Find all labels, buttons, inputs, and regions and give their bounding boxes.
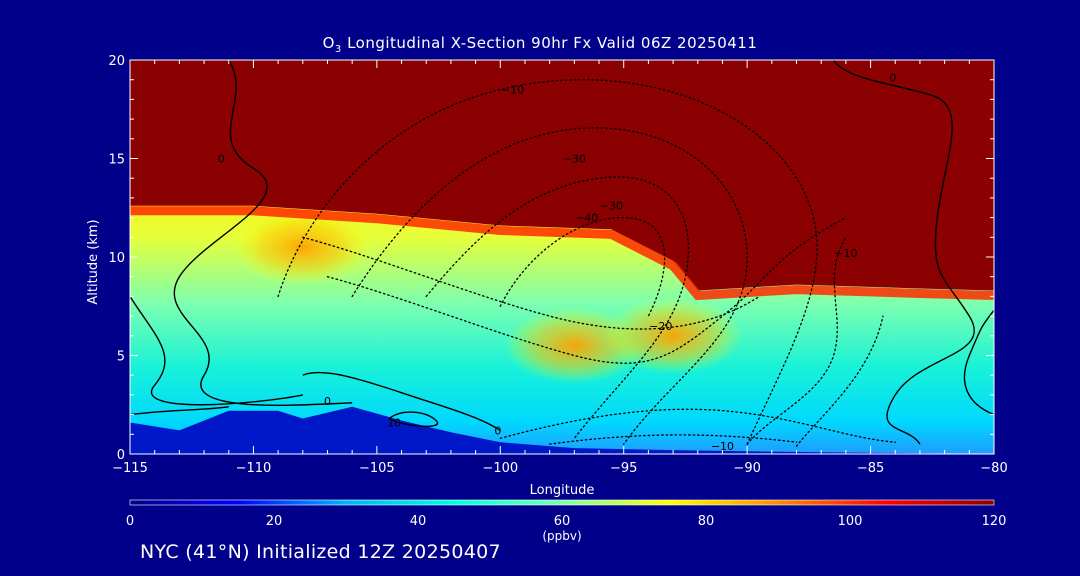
chart-title: O3 Longitudinal X-Section 90hr Fx Valid … xyxy=(0,34,1080,55)
contour-label: 0 xyxy=(324,395,331,408)
init-info: NYC (41°N) Initialized 12Z 20250407 xyxy=(140,541,501,563)
contour-line xyxy=(388,411,439,428)
contour-line xyxy=(549,434,798,445)
contour-label: −10 xyxy=(501,83,524,96)
title-subscript: 3 xyxy=(334,44,342,55)
contour-line xyxy=(746,236,847,445)
contour-line xyxy=(130,296,303,406)
terrain-mask xyxy=(130,406,994,454)
colorbar-tick-label: 40 xyxy=(410,514,427,529)
colorbar-unit: (ppbv) xyxy=(542,529,581,543)
x-tick-label: −100 xyxy=(482,461,518,476)
x-tick-label: −105 xyxy=(359,461,395,476)
contour-line xyxy=(963,309,994,416)
contour-label: 10 xyxy=(387,416,401,429)
contour-label: −10 xyxy=(711,440,734,453)
contour-line xyxy=(499,408,896,443)
title-rest: Longitudinal X-Section 90hr Fx Valid 06Z… xyxy=(341,34,758,52)
contour-line xyxy=(302,236,761,330)
colorbar: 0 20 40 60 80 100 120 (ppbv) xyxy=(126,499,1007,543)
contour-line xyxy=(499,216,666,317)
colorbar-tick-label: 100 xyxy=(838,514,863,529)
contour-line xyxy=(173,60,353,406)
colorbar-tick-label: 0 xyxy=(126,514,134,529)
ozone-maximum xyxy=(232,209,373,286)
contour-line xyxy=(302,371,501,431)
y-tick-label: 0 xyxy=(117,448,125,463)
colorbar-bar xyxy=(129,499,995,506)
x-tick-label: −80 xyxy=(980,461,1007,476)
contour-label: −20 xyxy=(649,320,672,333)
contour-label: −40 xyxy=(575,212,598,225)
contour-label: −10 xyxy=(834,247,857,260)
stratosphere-region xyxy=(130,60,994,291)
y-tick-label: 10 xyxy=(108,251,125,266)
contour-line xyxy=(832,60,975,445)
colorbar-tick-label: 60 xyxy=(554,514,571,529)
contour-line xyxy=(351,127,748,445)
title-species: O xyxy=(322,34,335,52)
y-tick-label: 5 xyxy=(117,350,125,365)
contour-line xyxy=(425,176,690,439)
contour-line xyxy=(795,315,884,447)
y-tick-label: 15 xyxy=(108,153,125,168)
ozone-maxima-layer xyxy=(232,209,744,384)
contour-lines xyxy=(130,60,994,447)
x-tick-label: −95 xyxy=(610,461,637,476)
y-tick-label: 20 xyxy=(108,54,125,69)
contour-label: 0 xyxy=(494,424,501,437)
ozone-maximum xyxy=(603,297,744,374)
contour-label: −30 xyxy=(563,152,586,165)
contour-label: 0 xyxy=(889,72,896,85)
contour-line xyxy=(277,79,818,445)
x-tick-label: −115 xyxy=(112,461,148,476)
colorbar-tick-label: 80 xyxy=(698,514,715,529)
x-tick-label: −90 xyxy=(733,461,760,476)
x-axis: −115 −110 −105 −100 −95 −90 −85 −80 xyxy=(112,60,1008,476)
tropopause-gradient-band xyxy=(130,206,994,301)
x-tick-label: −110 xyxy=(236,461,272,476)
contour-label: −30 xyxy=(600,200,623,213)
colorbar-tick-label: 120 xyxy=(982,514,1007,529)
y-axis-label: Altitude (km) xyxy=(86,219,101,304)
contour-label: 0 xyxy=(218,152,225,165)
y-axis: 0 5 10 15 20 xyxy=(108,54,994,463)
x-tick-label: −85 xyxy=(857,461,884,476)
contour-line xyxy=(130,406,229,416)
contour-line xyxy=(326,216,847,364)
x-axis-label: Longitude xyxy=(530,483,595,498)
colorbar-ticks: 0 20 40 60 80 100 120 xyxy=(126,514,1007,529)
colorbar-tick-label: 20 xyxy=(266,514,283,529)
